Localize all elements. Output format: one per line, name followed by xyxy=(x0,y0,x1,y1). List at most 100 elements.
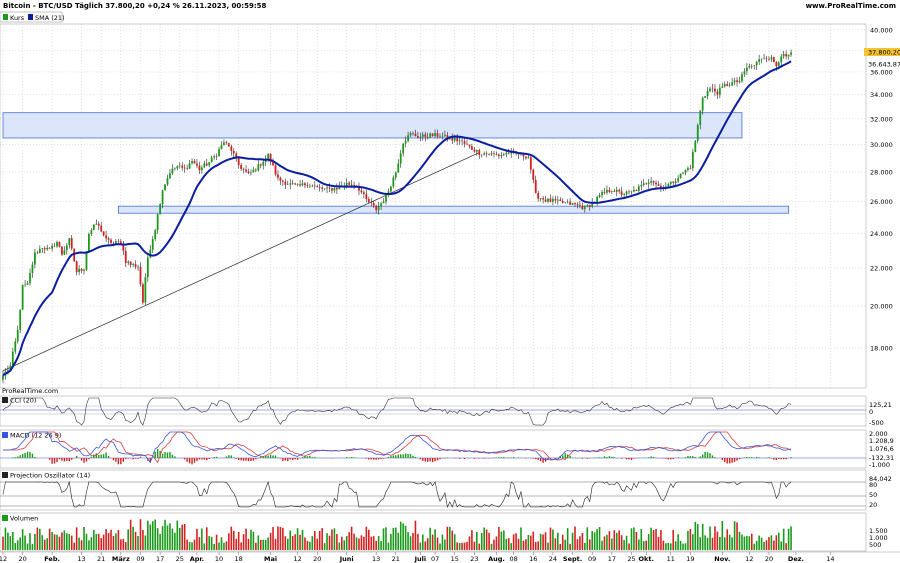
volume-bar-137 xyxy=(338,542,341,550)
volume-bar-274 xyxy=(674,541,677,550)
volume-bar-82 xyxy=(203,543,206,550)
volume-bar-108 xyxy=(267,537,269,550)
macd-hist-246 xyxy=(606,457,608,458)
candle-body-232 xyxy=(571,202,574,205)
candle-body-110 xyxy=(272,162,274,166)
macd-hist-228 xyxy=(562,455,564,458)
volume-bar-76 xyxy=(188,542,191,550)
volume-bar-229 xyxy=(564,539,566,550)
x-tick-2: Feb. xyxy=(44,555,60,563)
candle-body-64 xyxy=(159,204,162,215)
volume-bar-147 xyxy=(363,536,365,550)
volume-bar-232 xyxy=(571,532,574,550)
legend-sma: SMA (21) xyxy=(35,14,65,22)
macd-hist-56 xyxy=(139,457,142,458)
candle-body-260 xyxy=(640,185,643,187)
candle-body-18 xyxy=(46,247,49,250)
candle-body-298 xyxy=(733,80,736,83)
macd-hist-256 xyxy=(630,458,633,461)
candle-body-141 xyxy=(348,182,351,185)
macd-hist-255 xyxy=(628,458,630,460)
x-tick-11: 18 xyxy=(235,555,243,563)
macd-hist-157 xyxy=(387,456,390,458)
volume-bar-121 xyxy=(299,534,301,550)
y-tick-9: 22.000 xyxy=(870,265,893,273)
macd-hist-178 xyxy=(439,458,441,460)
volume-bar-193 xyxy=(476,531,478,550)
candle-body-130 xyxy=(321,187,324,189)
volume-bar-269 xyxy=(662,540,665,550)
volume-bar-47 xyxy=(117,530,120,550)
x-tick-30: Okt. xyxy=(638,555,653,563)
candle-body-80 xyxy=(198,165,201,171)
volume-bar-176 xyxy=(434,529,436,550)
volume-bar-133 xyxy=(328,535,331,550)
candle-body-225 xyxy=(554,199,557,201)
volume-bar-178 xyxy=(439,543,441,550)
macd-hist-81 xyxy=(201,458,203,460)
candle-body-77 xyxy=(191,161,193,164)
macd-hist-21 xyxy=(53,458,56,464)
candle-body-146 xyxy=(360,190,363,193)
volume-bar-78 xyxy=(193,539,196,550)
candle-body-45 xyxy=(112,243,115,244)
candle-body-28 xyxy=(70,238,73,249)
macd-hist-105 xyxy=(260,456,262,458)
candle-body-60 xyxy=(149,249,152,258)
volume-bar-214 xyxy=(527,535,530,550)
volume-bar-87 xyxy=(215,534,218,550)
candle-body-250 xyxy=(615,189,618,192)
candle-body-259 xyxy=(637,186,640,191)
macd-hist-8 xyxy=(21,453,24,458)
volume-bar-154 xyxy=(380,541,382,550)
candle-body-275 xyxy=(677,178,680,182)
candle-body-318 xyxy=(782,53,785,57)
volume-bar-29 xyxy=(73,542,75,550)
candle-body-32 xyxy=(80,268,83,271)
candle-body-285 xyxy=(701,97,704,111)
volume-bar-313 xyxy=(770,535,773,550)
macd-hist-27 xyxy=(68,458,70,462)
candle-body-78 xyxy=(193,161,196,164)
candle-body-293 xyxy=(721,86,724,88)
volume-bar-157 xyxy=(387,542,390,550)
volume-bar-162 xyxy=(399,521,402,550)
volume-bar-187 xyxy=(461,542,463,550)
candle-body-73 xyxy=(181,165,184,168)
volume-bar-295 xyxy=(726,529,729,550)
volume-bar-207 xyxy=(510,543,512,550)
volume-bar-179 xyxy=(441,534,444,550)
candle-body-227 xyxy=(559,199,562,201)
candle-body-145 xyxy=(358,185,360,191)
candle-body-300 xyxy=(738,81,741,83)
macd-hist-282 xyxy=(694,457,697,458)
volume-bar-286 xyxy=(704,535,706,550)
volume-bar-11 xyxy=(29,533,31,550)
candle-body-287 xyxy=(706,91,709,97)
candle-body-246 xyxy=(606,189,608,193)
volume-bar-184 xyxy=(453,534,456,550)
macd-hist-143 xyxy=(353,457,355,458)
macd-value-2: -132,31 xyxy=(869,454,894,462)
volume-bar-114 xyxy=(282,527,284,550)
volume-bar-107 xyxy=(264,539,267,550)
candle-body-274 xyxy=(674,181,677,183)
volume-bar-38 xyxy=(95,533,98,550)
volume-bar-55 xyxy=(137,535,139,550)
candle-body-233 xyxy=(574,202,576,205)
candle-body-195 xyxy=(480,154,483,156)
macd-hist-151 xyxy=(373,458,375,460)
macd-hist-119 xyxy=(294,458,296,460)
macd-hist-35 xyxy=(88,458,90,460)
candle-body-278 xyxy=(684,169,687,173)
macd-hist-307 xyxy=(755,457,758,458)
volume-bar-72 xyxy=(178,527,181,550)
macd-hist-48 xyxy=(120,458,122,465)
volume-bar-277 xyxy=(682,543,684,550)
macd-hist-288 xyxy=(709,453,711,458)
volume-bar-171 xyxy=(422,534,424,550)
macd-hist-238 xyxy=(586,458,588,459)
candle-body-68 xyxy=(169,173,171,179)
volume-bar-235 xyxy=(579,536,581,550)
